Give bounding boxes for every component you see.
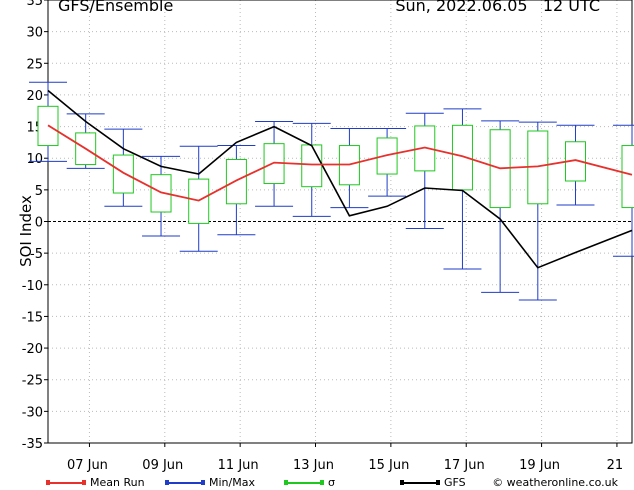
legend-sigma-swatch bbox=[284, 478, 324, 488]
legend-gfs-swatch bbox=[400, 478, 440, 488]
x-tick-label: 21 bbox=[607, 458, 624, 473]
y-tick-label: 20 bbox=[26, 89, 43, 104]
y-tick-label: -20 bbox=[22, 342, 43, 357]
sigma-box bbox=[225, 158, 247, 205]
legend-minmax: Min/Max bbox=[165, 476, 255, 489]
credit-text: © weatheronline.co.uk bbox=[492, 476, 618, 489]
y-tick-label: 10 bbox=[26, 152, 43, 167]
chart-title: GFS/Ensemble bbox=[58, 0, 174, 15]
legend-sigma: σ bbox=[284, 476, 335, 489]
mean-run-series-line bbox=[47, 124, 633, 202]
x-tick-label: 15 Jun bbox=[368, 458, 409, 473]
y-tick-label: 35 bbox=[26, 0, 43, 9]
sigma-box bbox=[112, 154, 134, 194]
y-tick-label: -5 bbox=[30, 247, 43, 262]
y-tick-label: 30 bbox=[26, 26, 43, 41]
y-tick-label: -10 bbox=[22, 279, 43, 294]
sigma-box bbox=[150, 174, 172, 213]
y-tick-label: -35 bbox=[22, 437, 43, 452]
x-tick-label: 11 Jun bbox=[218, 458, 259, 473]
y-tick-label: -25 bbox=[22, 374, 43, 389]
legend-gfs: GFS bbox=[400, 476, 466, 489]
legend-mean-label: Mean Run bbox=[90, 476, 145, 489]
x-tick-label: 13 Jun bbox=[293, 458, 334, 473]
sigma-box bbox=[621, 145, 634, 209]
sigma-box bbox=[301, 144, 323, 188]
y-tick-label: -15 bbox=[22, 310, 43, 325]
legend-minmax-swatch bbox=[165, 478, 205, 488]
y-tick-label: 25 bbox=[26, 57, 43, 72]
x-tick-label: 19 Jun bbox=[519, 458, 560, 473]
legend-sigma-label: σ bbox=[328, 476, 335, 489]
legend-minmax-label: Min/Max bbox=[209, 476, 255, 489]
y-tick-label: 5 bbox=[35, 184, 43, 199]
legend-gfs-label: GFS bbox=[444, 476, 466, 489]
y-tick-label: -30 bbox=[22, 405, 43, 420]
x-tick-label: 07 Jun bbox=[67, 458, 108, 473]
run-date: Sun, 2022.06.05 12 UTC bbox=[395, 0, 600, 15]
x-tick-label: 09 Jun bbox=[142, 458, 183, 473]
legend: Mean Run Min/Max σ GFS bbox=[0, 476, 634, 490]
legend-mean-run: Mean Run bbox=[46, 476, 145, 489]
legend-mean-swatch bbox=[46, 478, 86, 488]
x-tick-label: 17 Jun bbox=[444, 458, 485, 473]
y-tick-label: 0 bbox=[35, 216, 43, 231]
gfs-series-line bbox=[47, 89, 633, 269]
y-axis-label: SOI Index bbox=[17, 195, 35, 267]
